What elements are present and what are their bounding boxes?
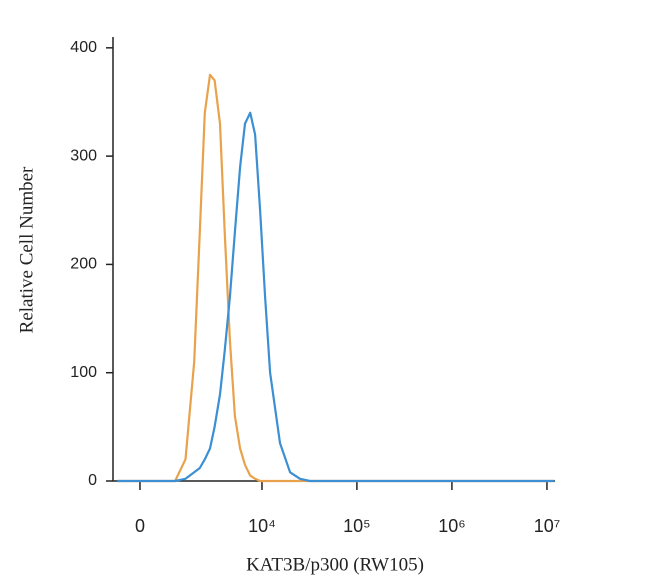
y-tick-label: 300 — [70, 147, 97, 164]
y-axis-label: Relative Cell Number — [16, 166, 37, 333]
x-tick-label: 10⁵ — [343, 516, 370, 536]
histogram-line — [117, 73, 555, 483]
x-tick-label: 10⁷ — [534, 516, 561, 536]
y-tick-label: 0 — [88, 472, 97, 489]
y-tick-label: 400 — [70, 39, 97, 56]
x-tick-label: 10⁴ — [248, 516, 276, 536]
x-axis-label: KAT3B/p300 (RW105) — [246, 554, 424, 575]
y-tick-label: 200 — [70, 256, 97, 273]
histogram-line — [117, 111, 555, 483]
x-tick-label: 0 — [135, 516, 145, 536]
x-tick-label: 10⁶ — [438, 516, 465, 536]
y-tick-label: 100 — [70, 364, 97, 381]
